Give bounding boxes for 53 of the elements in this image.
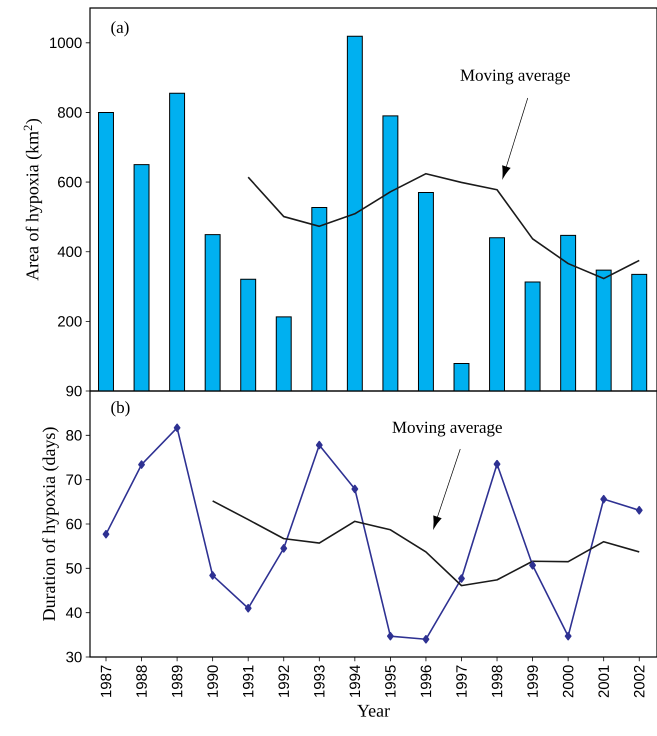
annotation: Moving average [460, 69, 570, 84]
point [564, 632, 572, 640]
annotation: (b) [111, 401, 130, 417]
x-tick-label: 1993 [314, 665, 325, 697]
x-tick-label: 1992 [278, 666, 290, 697]
point [494, 460, 500, 468]
x-tick-label: 2001 [598, 666, 609, 698]
x-tick-label: 1990 [207, 665, 218, 697]
x-tick-label: 1999 [527, 665, 538, 697]
x-tick-label: 1989 [172, 665, 182, 697]
x-tick-label: 2000 [562, 665, 574, 698]
point [244, 604, 252, 613]
y-tick-label: 60 [66, 518, 82, 530]
y-tick-label: 200 [58, 316, 82, 327]
y-tick-label: 800 [58, 107, 82, 118]
y-tick-label: 80 [66, 430, 82, 441]
point [351, 484, 358, 494]
y-tick-label: 30 [66, 652, 82, 662]
x-tick-label: 1998 [492, 665, 502, 697]
line-series [212, 500, 640, 586]
y-tick-label: 400 [58, 246, 82, 258]
point [600, 494, 608, 504]
point [316, 440, 323, 450]
point [458, 574, 465, 583]
x-tick-label: 2002 [634, 666, 645, 698]
x-axis-title: Year [357, 704, 390, 717]
point [209, 571, 216, 580]
x-tick-label: 1988 [136, 665, 147, 697]
point [386, 632, 394, 640]
point [280, 544, 288, 553]
x-tick-label: 1996 [420, 665, 432, 697]
point [138, 460, 145, 469]
point [422, 634, 430, 644]
point [102, 530, 110, 538]
y-tick-label: 1000 [50, 38, 82, 48]
y-tick-label: 90 [66, 386, 82, 396]
y-tick-label: 40 [66, 607, 82, 618]
x-tick-label: 1997 [456, 666, 467, 697]
line-series [247, 172, 640, 280]
point [636, 506, 643, 515]
y-tick-label: 600 [58, 176, 82, 188]
y-axis-title: Area of hypoxia (km$^{2}$) [24, 118, 42, 281]
y-tick-label: 50 [66, 563, 82, 574]
y-axis-title: Duration of hypoxia (days) [42, 427, 59, 621]
annotation: (a) [111, 21, 129, 36]
point [529, 560, 536, 570]
y-tick-label: 70 [66, 474, 82, 485]
x-tick-label: 1995 [385, 665, 396, 697]
x-tick-label: 1987 [100, 666, 112, 697]
point [174, 424, 181, 432]
x-tick-label: 1994 [350, 665, 360, 697]
x-tick-label: 1991 [242, 666, 254, 697]
annotation: Moving average [392, 422, 502, 436]
